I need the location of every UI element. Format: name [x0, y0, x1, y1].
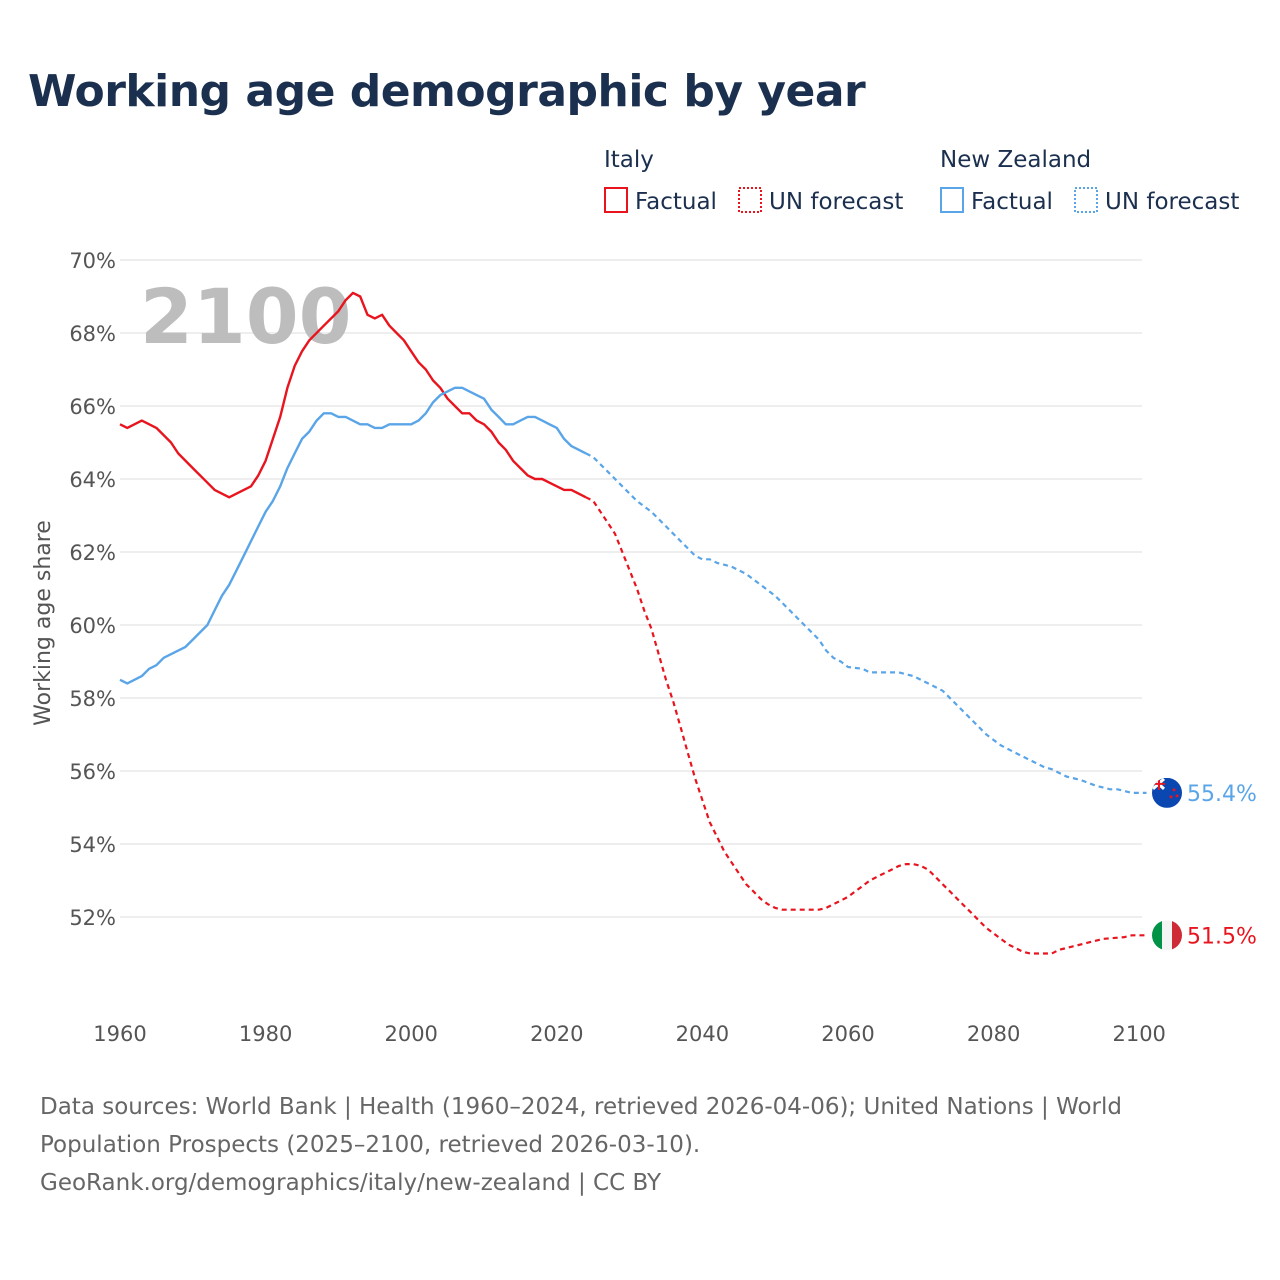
end-markers: 51.5% 55.4%	[1152, 777, 1257, 951]
data-sources: Data sources: World Bank | Health (1960–…	[40, 1094, 1122, 1158]
y-axis-title: Working age share	[31, 520, 56, 726]
legend-nz-factual-label: Factual	[971, 189, 1053, 215]
x-tick-label: 2040	[676, 1022, 729, 1046]
legend-italy-factual-swatch	[604, 187, 628, 213]
legend-group-new-zealand-title: New Zealand	[940, 147, 1091, 173]
y-tick-label: 58%	[69, 687, 116, 711]
y-tick-label: 52%	[69, 906, 116, 930]
grid	[120, 259, 1142, 918]
italy-end-value: 51.5%	[1187, 924, 1257, 949]
y-tick-label: 62%	[69, 541, 116, 565]
new-zealand-flag	[1152, 777, 1182, 808]
x-tick-label: 1980	[239, 1022, 292, 1046]
x-tick-label: 2100	[1112, 1022, 1165, 1046]
x-axis-ticks: 1960 1980 2000 2020 2040 2060 2080 2100	[93, 1022, 1166, 1046]
x-tick-label: 2080	[967, 1022, 1020, 1046]
x-tick-label: 1960	[93, 1022, 146, 1046]
year-watermark: 2100	[140, 272, 352, 361]
new-zealand-factual-line	[119, 386, 587, 685]
x-tick-label: 2000	[384, 1022, 437, 1046]
y-tick-label: 54%	[69, 833, 116, 857]
credit-link[interactable]: GeoRank.org/demographics/italy/new-zeala…	[40, 1170, 662, 1196]
italy-forecast-line	[585, 496, 1147, 955]
legend-nz-forecast-swatch	[1074, 187, 1098, 213]
new-zealand-end-value: 55.4%	[1187, 782, 1257, 807]
y-axis-ticks: 52% 54% 56% 58% 60% 62% 64% 66% 68% 70%	[69, 249, 116, 930]
series-lines	[119, 291, 1147, 955]
x-tick-label: 2020	[530, 1022, 583, 1046]
chart-canvas: 2100 52% 54% 56% 58% 60% 62% 64% 66% 68% 70% 1960…	[31, 147, 1257, 1046]
legend-group-italy-title: Italy	[604, 147, 654, 173]
chart-title: Working age demographic by year	[28, 66, 866, 117]
x-tick-label: 2060	[821, 1022, 874, 1046]
y-tick-label: 56%	[69, 760, 116, 784]
legend: Italy Factual UN forecast New Zealand Fa…	[604, 147, 1239, 215]
legend-nz-forecast-label: UN forecast	[1105, 189, 1239, 215]
italy-flag	[1152, 920, 1182, 951]
y-tick-label: 64%	[69, 468, 116, 492]
footer: Data sources: World Bank | Health (1960–…	[40, 1088, 1220, 1202]
y-tick-label: 66%	[69, 395, 116, 419]
italy-factual-line	[119, 291, 587, 499]
y-tick-label: 68%	[69, 322, 116, 346]
legend-italy-factual-label: Factual	[635, 189, 717, 215]
legend-italy-forecast-swatch	[738, 187, 762, 213]
y-tick-label: 60%	[69, 614, 116, 638]
legend-nz-factual-swatch	[940, 187, 964, 213]
legend-italy-forecast-label: UN forecast	[769, 189, 903, 215]
y-tick-label: 70%	[69, 249, 116, 273]
new-zealand-forecast-line	[585, 452, 1147, 795]
